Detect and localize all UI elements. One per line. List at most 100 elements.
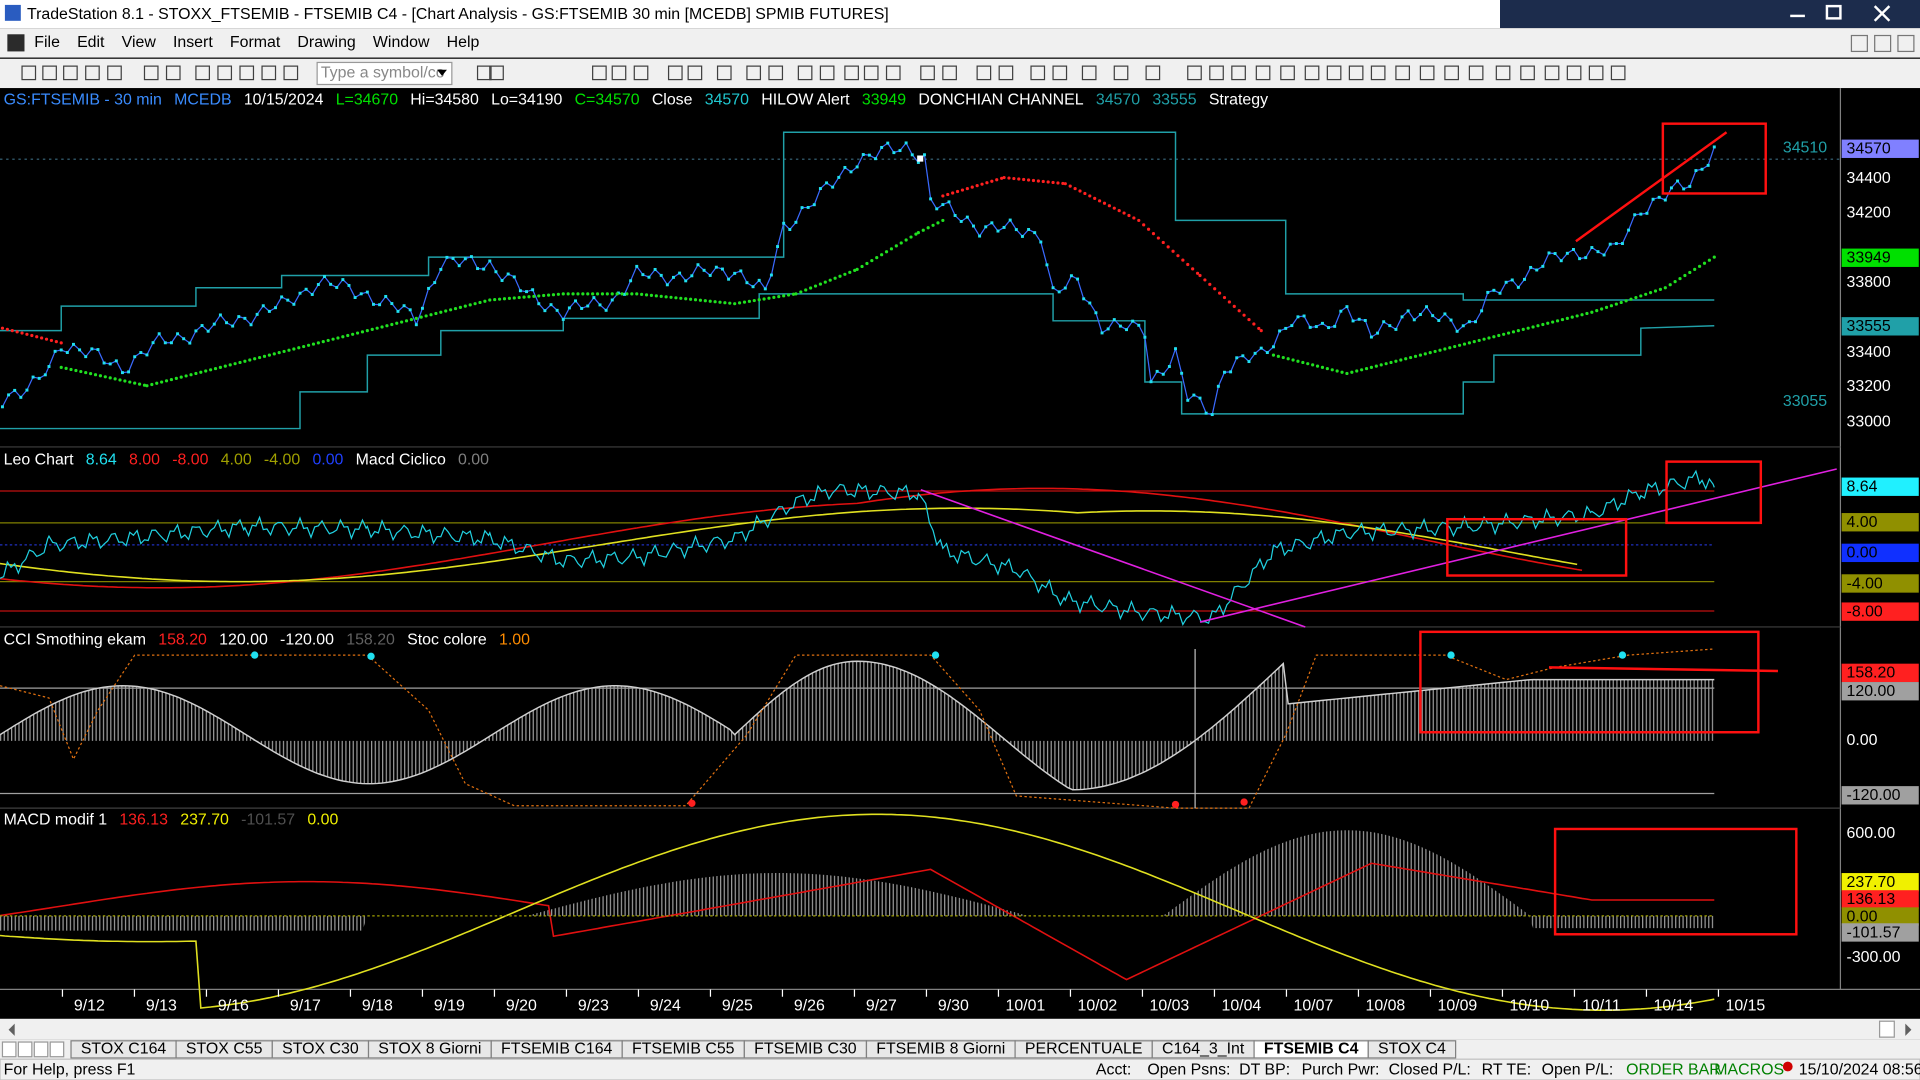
tab-nav[interactable] — [17, 1041, 33, 1058]
macros[interactable]: MACROS — [1714, 1061, 1784, 1078]
toolbar-icon[interactable] — [1588, 65, 1604, 81]
tab[interactable] — [1367, 1040, 1457, 1059]
maximize-button[interactable] — [1825, 4, 1842, 20]
toolbar-icon[interactable] — [998, 65, 1014, 81]
toolbar-icon[interactable] — [819, 65, 835, 81]
toolbar-icon[interactable] — [667, 65, 683, 81]
tab-label[interactable]: FTSEMIB C55 — [632, 1041, 735, 1058]
toolbar-icon[interactable] — [1370, 65, 1386, 81]
toolbar-icon[interactable] — [885, 65, 901, 81]
tab-label[interactable]: FTSEMIB C30 — [754, 1041, 857, 1058]
menu-item[interactable]: Edit — [77, 34, 105, 51]
toolbar-icon[interactable] — [1052, 65, 1068, 81]
toolbar-icon[interactable] — [283, 65, 299, 81]
toolbar-icon[interactable] — [1030, 65, 1046, 81]
toolbar-icon[interactable] — [239, 65, 255, 81]
symbol-input[interactable] — [316, 61, 453, 86]
tab-label[interactable]: STOX C55 — [186, 1041, 263, 1058]
toolbar-icon[interactable] — [217, 65, 233, 81]
tab-nav[interactable] — [33, 1041, 49, 1058]
toolbar-icon[interactable] — [1145, 65, 1161, 81]
tab-label[interactable]: STOX C30 — [282, 1041, 359, 1058]
toolbar-icon[interactable] — [1468, 65, 1484, 81]
toolbar-icon[interactable] — [107, 65, 122, 81]
toolbar-icon[interactable] — [1610, 65, 1626, 81]
order-bar[interactable]: ORDER BAR — [1626, 1061, 1721, 1078]
toolbar-icon[interactable] — [844, 65, 859, 81]
toolbar-icon[interactable] — [85, 65, 100, 81]
toolbar-icon[interactable] — [1544, 65, 1560, 81]
toolbar-icon[interactable] — [1520, 65, 1535, 81]
chart-icon — [7, 34, 25, 52]
minimize-button[interactable] — [1790, 14, 1805, 18]
toolbar-icon[interactable] — [863, 65, 879, 81]
toolbar-icon[interactable] — [1419, 65, 1435, 81]
toolbar-icon[interactable] — [592, 65, 607, 81]
toolbar-icon[interactable] — [1081, 65, 1097, 81]
toolbar-icon[interactable] — [920, 65, 935, 81]
menu-item[interactable]: Drawing — [297, 34, 355, 51]
toolbar-icon[interactable] — [1566, 65, 1582, 81]
toolbar-icon[interactable] — [768, 65, 784, 81]
toolbar-icon[interactable] — [21, 65, 37, 81]
mdi-minimize[interactable] — [1850, 34, 1868, 53]
toolbar-icon[interactable] — [1495, 65, 1511, 81]
toolbar-icon[interactable] — [1231, 65, 1246, 81]
scroll-left[interactable] — [8, 1023, 15, 1036]
tab-label[interactable]: PERCENTUALE — [1025, 1041, 1143, 1058]
price-dot — [378, 303, 382, 307]
menu-item[interactable]: Format — [230, 34, 281, 51]
toolbar-icon[interactable] — [489, 65, 504, 81]
toolbar-icon[interactable] — [746, 65, 762, 81]
scrollbar[interactable] — [0, 1018, 1920, 1040]
tab-nav[interactable] — [49, 1041, 65, 1058]
toolbar-icon[interactable] — [611, 65, 627, 81]
tab-label[interactable]: C164_3_Int — [1162, 1041, 1245, 1058]
price-dot — [1535, 268, 1539, 272]
toolbar-icon[interactable] — [1304, 65, 1320, 81]
menu-item[interactable]: View — [122, 34, 157, 51]
mdi-buttons[interactable] — [1850, 34, 1915, 53]
menu-item[interactable]: Insert — [173, 34, 213, 51]
tab-label[interactable]: STOX C4 — [1378, 1041, 1446, 1058]
tab-label[interactable]: FTSEMIB C164 — [501, 1041, 613, 1058]
toolbar-icon[interactable] — [1113, 65, 1129, 81]
toolbar-icon[interactable] — [1280, 65, 1295, 81]
tab-label[interactable]: STOX 8 Giorni — [378, 1041, 481, 1058]
mdi-restore[interactable] — [1874, 34, 1892, 53]
toolbar-icon[interactable] — [687, 65, 703, 81]
toolbar-icon[interactable] — [1187, 65, 1202, 81]
toolbar-icon[interactable] — [143, 65, 159, 81]
mdi-close[interactable] — [1897, 34, 1915, 53]
menu-item[interactable]: Help — [447, 34, 480, 51]
toolbar-icon[interactable] — [1209, 65, 1224, 81]
toolbar-icon[interactable] — [976, 65, 992, 81]
scroll-right[interactable] — [1905, 1023, 1912, 1036]
toolbar-icon[interactable] — [261, 65, 277, 81]
toolbar-icon[interactable] — [1326, 65, 1342, 81]
tab-label[interactable]: FTSEMIB C4 — [1264, 1041, 1359, 1058]
toolbar-icon[interactable] — [1444, 65, 1459, 81]
menu-item[interactable]: File — [34, 34, 60, 51]
toolbar-icon[interactable] — [797, 65, 813, 81]
dropdown-arrow[interactable] — [437, 69, 447, 76]
close-button[interactable] — [1873, 5, 1891, 22]
toolbar-icon[interactable] — [476, 65, 492, 81]
toolbar-icon[interactable] — [165, 65, 181, 81]
toolbar-icon[interactable] — [716, 65, 732, 81]
window-buttons[interactable] — [1790, 4, 1891, 22]
toolbar-icon[interactable] — [1348, 65, 1364, 81]
tab-label[interactable]: STOX C164 — [81, 1041, 167, 1058]
toolbar-icon[interactable] — [1255, 65, 1271, 81]
menu-item[interactable]: Window — [373, 34, 430, 51]
tab-nav[interactable] — [1, 1041, 17, 1058]
toolbar-icon[interactable] — [195, 65, 210, 81]
ma-dot — [1325, 366, 1329, 371]
scroll-thumb[interactable] — [1878, 1020, 1895, 1038]
toolbar-icon[interactable] — [42, 65, 57, 81]
toolbar-icon[interactable] — [63, 65, 78, 81]
toolbar-icon[interactable] — [633, 65, 649, 81]
toolbar-icon[interactable] — [942, 65, 957, 81]
tab-label[interactable]: FTSEMIB 8 Giorni — [876, 1041, 1005, 1058]
toolbar-icon[interactable] — [1395, 65, 1410, 81]
